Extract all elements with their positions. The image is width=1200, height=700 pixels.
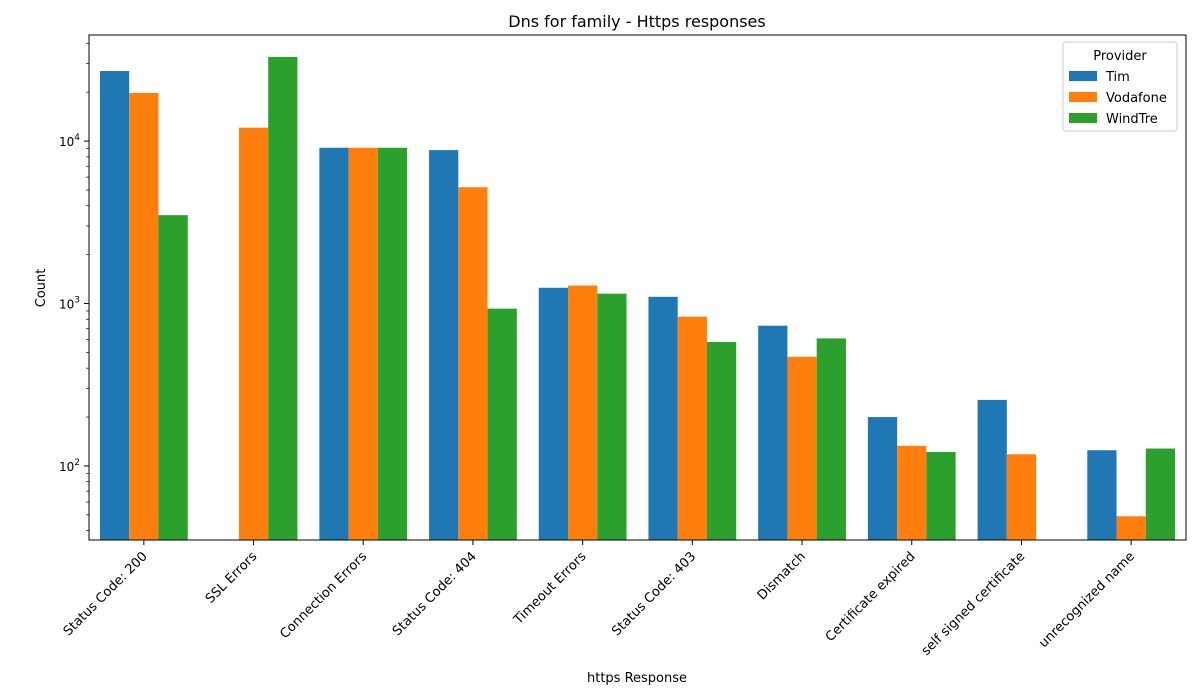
bar-windtre-0 — [158, 215, 188, 540]
bar-tim-0 — [99, 71, 130, 540]
x-axis-label: https Response — [587, 671, 687, 686]
bar-tim-6 — [758, 325, 788, 540]
bar-windtre-1 — [268, 56, 298, 540]
bar-vodafone-3 — [458, 187, 488, 541]
x-tick-label-4: Timeout Errors — [510, 549, 589, 628]
legend-title: Provider — [1093, 49, 1147, 64]
bar-tim-2 — [319, 147, 349, 540]
x-tick-label-9: unrecognized name — [1036, 549, 1138, 651]
bar-tim-5 — [648, 296, 678, 540]
bar-windtre-4 — [597, 293, 627, 540]
legend-label-windtre: WindTre — [1106, 112, 1158, 127]
y-tick-label-1: 103 — [59, 296, 80, 312]
legend-swatch-tim — [1069, 71, 1097, 81]
legend-label-vodafone: Vodafone — [1106, 91, 1167, 106]
bar-tim-3 — [429, 150, 459, 541]
x-tick-label-3: Status Code: 404 — [390, 549, 480, 639]
legend-swatch-windtre — [1069, 113, 1097, 123]
legend-swatch-vodafone — [1069, 92, 1097, 102]
bar-vodafone-4 — [568, 285, 598, 540]
y-axis-label: Count — [34, 269, 49, 308]
bar-windtre-2 — [377, 147, 408, 540]
bar-tim-7 — [867, 417, 898, 540]
x-tick-label-5: Status Code: 403 — [609, 549, 699, 639]
legend-frame — [1062, 41, 1178, 132]
bar-windtre-6 — [816, 338, 846, 540]
bar-vodafone-9 — [1116, 516, 1146, 540]
x-axis: Status Code: 200 SSL Errors Connection Err… — [61, 540, 1138, 659]
y-tick-label-0: 102 — [59, 458, 80, 474]
bar-vodafone-0 — [129, 92, 159, 540]
bar-vodafone-5 — [677, 316, 707, 540]
x-tick-label-7: Certificate expired — [823, 549, 919, 645]
bar-vodafone-2 — [348, 147, 378, 540]
chart-title: Dns for family - Https responses — [508, 12, 765, 31]
bar-windtre-9 — [1145, 448, 1176, 540]
bar-windtre-3 — [487, 308, 517, 540]
plot-area-frame — [88, 34, 1187, 541]
bar-vodafone-8 — [1006, 454, 1037, 540]
bar-tim-8 — [977, 399, 1007, 540]
x-tick-label-0: Status Code: 200 — [61, 549, 151, 639]
y-tick-label-2: 104 — [59, 133, 80, 149]
x-tick-label-8: self signed certificate — [919, 549, 1029, 659]
bar-vodafone-6 — [787, 356, 817, 540]
x-tick-label-6: Dismatch — [755, 549, 809, 603]
bar-tim-4 — [538, 287, 569, 540]
legend-label-tim: Tim — [1105, 70, 1130, 85]
bar-vodafone-7 — [897, 445, 927, 540]
bar-vodafone-1 — [238, 127, 269, 541]
bar-tim-9 — [1087, 450, 1117, 540]
bar-windtre-7 — [926, 451, 956, 540]
y-axis: 102 103 104 — [59, 42, 89, 531]
bars-group — [99, 56, 1176, 541]
bar-windtre-5 — [706, 341, 737, 540]
x-tick-label-1: SSL Errors — [203, 549, 261, 607]
legend: Provider Tim Vodafone WindTre — [1062, 41, 1178, 132]
x-tick-label-2: Connection Errors — [277, 549, 370, 642]
